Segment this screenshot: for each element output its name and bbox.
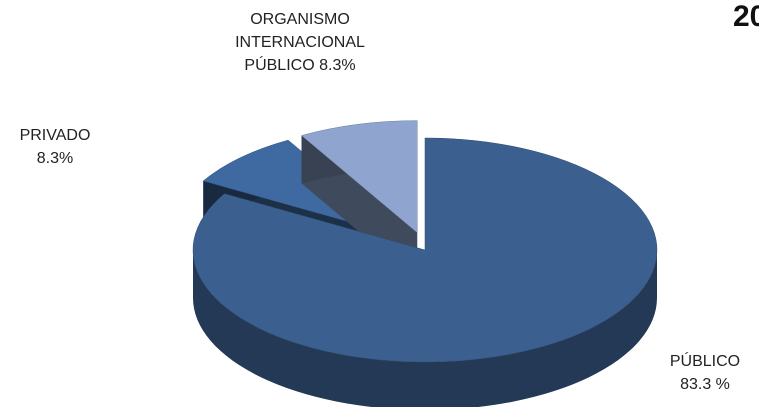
value-label: 8.3% [36,150,74,167]
slice-label: ORGANISMO INTERNACIONAL PÚBLICO 8.3% [215,8,385,77]
category-label: PRIVADO [19,127,91,144]
slice-label: PÚBLICO 83.3 % [650,350,759,396]
slice [192,137,658,363]
value-label: 83.3 % [680,376,730,393]
slice-side [193,250,657,407]
chart-title: 20 [733,0,759,33]
value-label: 8.3% [319,57,356,74]
category-label: PÚBLICO [669,353,741,370]
category-label: ORGANISMO INTERNACIONAL PÚBLICO [235,11,365,74]
slice [301,120,418,234]
slice-label: PRIVADO 8.3% [0,124,110,170]
